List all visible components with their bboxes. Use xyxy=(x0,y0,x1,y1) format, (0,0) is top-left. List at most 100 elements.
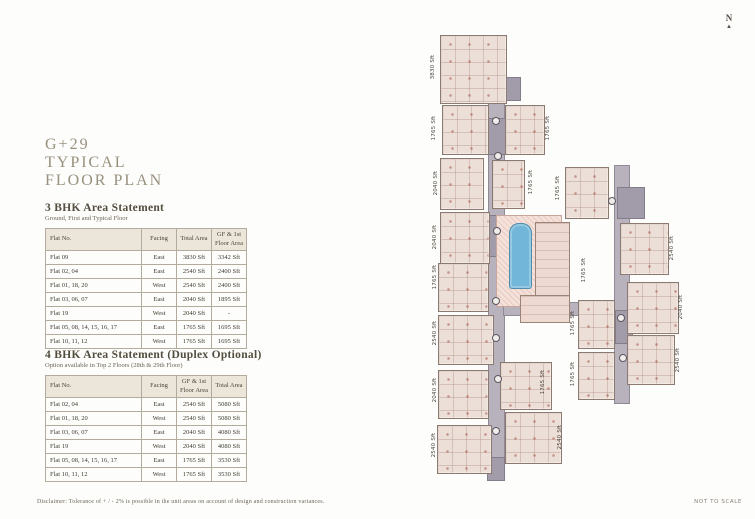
unit-block xyxy=(627,335,675,385)
cell-value: 1765 Sft xyxy=(176,334,212,349)
lift-marker xyxy=(608,197,616,205)
cell-value: 5080 Sft xyxy=(211,397,247,412)
cell-value: East xyxy=(141,250,177,265)
cell-flat-no: Flat 01, 18, 20 xyxy=(45,278,142,293)
cell-flat-no: Flat 09 xyxy=(45,250,142,265)
page-title-line3: FLOOR PLAN xyxy=(45,172,164,189)
table-row: Flat 05, 08, 14, 15, 16, 17 East 1765 Sft 1… xyxy=(45,320,247,335)
amenity-block xyxy=(520,295,570,323)
col-header-flat-no: Flat No. xyxy=(45,375,142,398)
unit-block xyxy=(578,300,615,349)
table-row: Flat 19 West 2040 Sft - xyxy=(45,306,247,321)
cell-value: East xyxy=(141,292,177,307)
table-row: Flat 01, 18, 20 West 2540 Sft 5080 Sft xyxy=(45,411,247,426)
unit-block xyxy=(578,352,615,400)
cell-value: East xyxy=(141,264,177,279)
cell-flat-no: Flat 01, 18, 20 xyxy=(45,411,142,426)
unit-area-label: 1765 Sft xyxy=(545,115,551,141)
disclaimer-text: Disclaimer: Tolerance of + / - 2% is pos… xyxy=(37,499,325,505)
unit-area-label: 2040 Sft xyxy=(433,170,439,196)
table-row: Flat 10, 11, 12 West 1765 Sft 3530 Sft xyxy=(45,467,247,482)
section-4bhk-subtitle: Option available in Top 2 Floors (28th &… xyxy=(45,362,183,369)
unit-block xyxy=(440,35,507,104)
cell-value: 2540 Sft xyxy=(176,264,212,279)
cell-flat-no: Flat 03, 06, 07 xyxy=(45,292,142,307)
lift-marker xyxy=(492,334,500,342)
floor-plan: 3830 Sft 1765 Sft 1765 Sft 2040 Sft 1765… xyxy=(425,15,717,493)
section-3bhk-subtitle: Ground, First and Typical Floor xyxy=(45,215,128,222)
lift-marker xyxy=(492,427,500,435)
cell-flat-no: Flat 19 xyxy=(45,306,142,321)
unit-area-label: 1765 Sft xyxy=(528,169,534,195)
unit-block xyxy=(440,158,484,210)
stair-core xyxy=(617,187,645,219)
cell-value: 1765 Sft xyxy=(176,320,212,335)
cell-value: East xyxy=(141,425,177,440)
section-3bhk-title: 3 BHK Area Statement xyxy=(45,202,165,214)
col-header-gf-area: GF & 1st Floor Area xyxy=(176,375,212,398)
cell-value: West xyxy=(141,306,177,321)
cell-value: 1695 Sft xyxy=(211,334,247,349)
cell-value: 4080 Sft xyxy=(211,425,247,440)
cell-flat-no: Flat 05, 08, 14, 15, 16, 17 xyxy=(45,453,142,468)
col-header-facing: Facing xyxy=(141,228,177,251)
table-row: Flat 19 West 2040 Sft 4080 Sft xyxy=(45,439,247,454)
page-title-line1: G+29 xyxy=(45,136,90,153)
unit-block xyxy=(505,105,545,155)
table-row: Flat 05, 08, 14, 15, 16, 17 East 1765 Sft 3… xyxy=(45,453,247,468)
table-3bhk-header-row: Flat No. Facing Total Area GF & 1st Floo… xyxy=(45,228,247,251)
unit-block xyxy=(438,263,489,312)
table-4bhk: Flat No. Facing GF & 1st Floor Area Tota… xyxy=(45,375,247,482)
page-title-line2: TYPICAL xyxy=(45,154,127,171)
compass-n-label: N xyxy=(725,13,733,23)
unit-block xyxy=(438,315,494,365)
cell-value: East xyxy=(141,320,177,335)
unit-area-label: 1765 Sft xyxy=(431,115,437,141)
cell-value: 1765 Sft xyxy=(176,453,212,468)
section-4bhk-title: 4 BHK Area Statement (Duplex Optional) xyxy=(45,349,262,361)
cell-value: 2400 Sft xyxy=(211,278,247,293)
cell-value: 2040 Sft xyxy=(176,306,212,321)
table-row: Flat 02, 04 East 2540 Sft 2400 Sft xyxy=(45,264,247,279)
cell-flat-no: Flat 03, 06, 07 xyxy=(45,425,142,440)
cell-value: 3342 Sft xyxy=(211,250,247,265)
cell-flat-no: Flat 02, 04 xyxy=(45,397,142,412)
unit-area-label: 1765 Sft xyxy=(432,264,438,290)
cell-value: 2540 Sft xyxy=(176,278,212,293)
unit-block xyxy=(442,105,489,155)
unit-block xyxy=(620,223,669,275)
unit-area-label: 2040 Sft xyxy=(678,294,684,320)
lift-marker xyxy=(492,297,500,305)
cell-value: 5080 Sft xyxy=(211,411,247,426)
cell-value: 4080 Sft xyxy=(211,439,247,454)
unit-area-label: 2040 Sft xyxy=(432,224,438,250)
unit-area-label: 1765 Sft xyxy=(570,310,576,336)
unit-block xyxy=(437,425,492,474)
cell-flat-no: Flat 10, 11, 12 xyxy=(45,334,142,349)
cell-value: 3530 Sft xyxy=(211,467,247,482)
unit-block xyxy=(440,212,490,264)
cell-value: 2400 Sft xyxy=(211,264,247,279)
table-row: Flat 03, 06, 07 East 2040 Sft 4080 Sft xyxy=(45,425,247,440)
cell-value: East xyxy=(141,397,177,412)
north-compass: N ▲ xyxy=(720,13,738,31)
unit-area-label: 2540 Sft xyxy=(669,235,675,261)
amenity-block xyxy=(535,222,570,302)
cell-value: 3530 Sft xyxy=(211,453,247,468)
cell-flat-no: Flat 02, 04 xyxy=(45,264,142,279)
col-header-gf-area: GF & 1st Floor Area xyxy=(211,228,247,251)
lift-marker xyxy=(494,152,502,160)
unit-block xyxy=(505,412,562,464)
unit-area-label: 1765 Sft xyxy=(570,361,576,387)
north-arrow-icon: ▲ xyxy=(726,24,732,30)
cell-value: East xyxy=(141,453,177,468)
cell-value: - xyxy=(211,306,247,321)
lift-marker xyxy=(617,314,625,322)
cell-value: 3830 Sft xyxy=(176,250,212,265)
cell-value: West xyxy=(141,467,177,482)
unit-area-label: 2540 Sft xyxy=(431,432,437,458)
unit-area-label: 2040 Sft xyxy=(432,377,438,403)
unit-area-label: 2540 Sft xyxy=(432,320,438,346)
cell-value: 2540 Sft xyxy=(176,411,212,426)
col-header-total-area: Total Area xyxy=(211,375,247,398)
